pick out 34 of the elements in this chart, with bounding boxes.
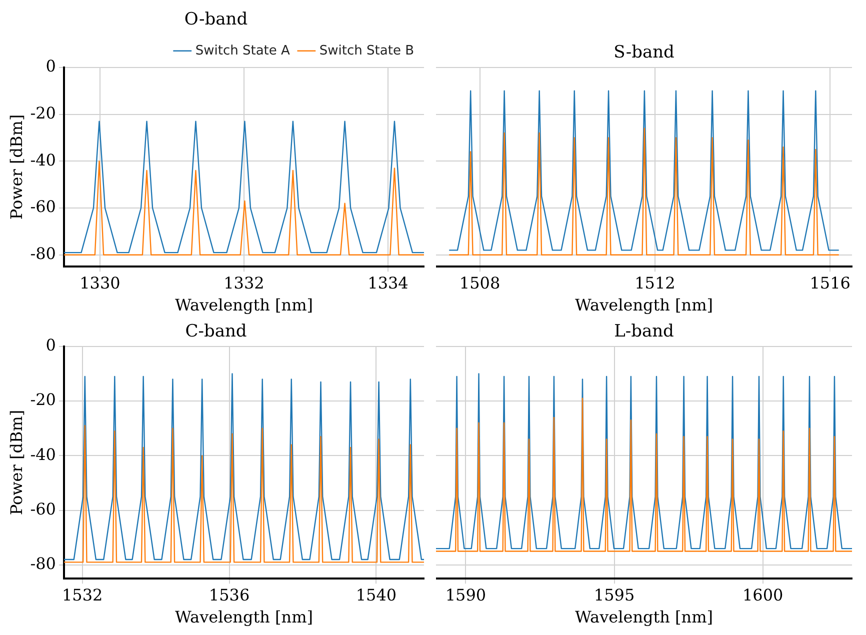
chart-title: O-band <box>184 10 248 30</box>
y-tick-label: 0 <box>46 336 56 355</box>
y-axis-title: Power [dBm] <box>6 114 26 220</box>
chart-title: S-band <box>614 42 675 63</box>
y-tick-label: -20 <box>30 390 56 410</box>
x-tick-label: 1532 <box>62 585 103 604</box>
legend-label: Switch State A <box>195 43 290 58</box>
x-tick-label: 1595 <box>594 585 635 604</box>
y-tick-label: -80 <box>30 554 56 574</box>
y-tick-label: -20 <box>30 103 56 122</box>
y-axis-title: Power [dBm] <box>6 410 26 516</box>
x-tick-label: 1332 <box>224 273 264 292</box>
x-tick-label: 1590 <box>445 585 486 604</box>
y-tick-label: -80 <box>30 244 56 264</box>
x-tick-label: 1508 <box>459 273 500 292</box>
y-tick-label: -40 <box>30 150 56 170</box>
x-axis-title: Wavelength [nm] <box>574 296 714 315</box>
x-axis-title: Wavelength [nm] <box>574 608 714 627</box>
chart-title: C-band <box>185 322 247 342</box>
x-tick-label: 1334 <box>368 273 408 292</box>
x-tick-label: 1540 <box>356 585 397 604</box>
legend-label: Switch State B <box>319 43 414 58</box>
x-tick-label: 1512 <box>634 273 676 292</box>
x-tick-label: 1600 <box>742 585 784 604</box>
y-tick-label: -60 <box>30 499 56 518</box>
x-tick-label: 1330 <box>80 273 120 292</box>
y-tick-label: -40 <box>30 444 56 464</box>
y-tick-label: -60 <box>30 197 56 216</box>
y-tick-label: 0 <box>46 56 56 76</box>
x-tick-label: 1516 <box>810 273 850 292</box>
x-tick-label: 1536 <box>208 585 250 604</box>
x-axis-title: Wavelength [nm] <box>174 296 313 315</box>
chart-title: L-band <box>614 322 674 342</box>
x-axis-title: Wavelength [nm] <box>174 608 313 627</box>
